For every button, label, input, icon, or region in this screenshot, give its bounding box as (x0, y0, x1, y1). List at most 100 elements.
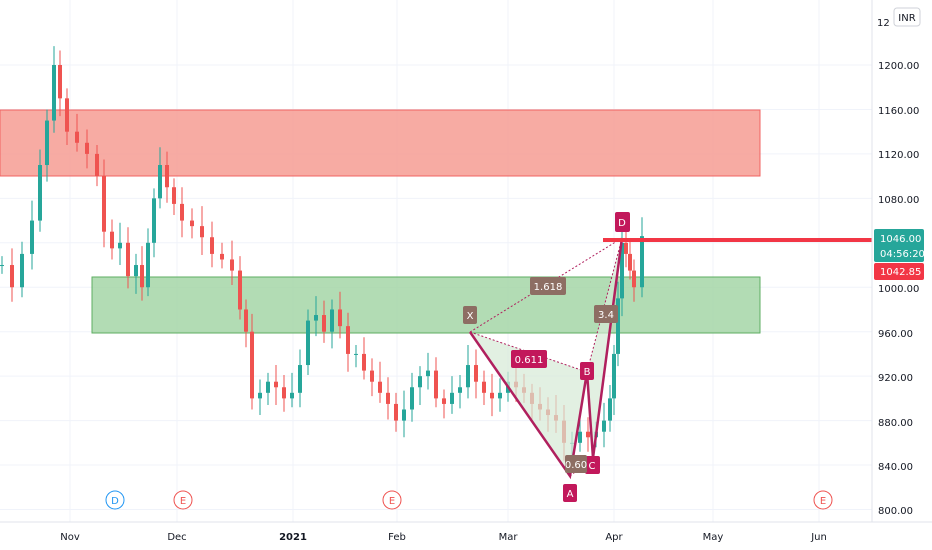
candle-body (65, 98, 69, 132)
candle-body (314, 315, 318, 321)
candle-body (330, 309, 334, 332)
price-label-880: 880.00 (878, 418, 913, 429)
pattern-xab-triangle (470, 332, 587, 476)
candle-body (612, 353, 616, 399)
time-label-apr: Apr (605, 532, 623, 543)
candle-body (110, 231, 114, 249)
candle-body (338, 309, 342, 327)
candle-body (322, 315, 326, 332)
ratio-xd-label: 1.618 (530, 277, 566, 295)
price-label-920: 920.00 (878, 373, 913, 384)
candle-body (586, 431, 590, 438)
candle-body (298, 365, 302, 393)
candle-body (450, 392, 454, 404)
point-d-label: D (615, 212, 630, 232)
svg-text:INR: INR (898, 13, 915, 24)
time-axis[interactable]: Nov Dec 2021 Feb Mar Apr May Jun (0, 521, 932, 543)
candle-body (410, 387, 414, 410)
grid-lines (0, 0, 872, 522)
candle-body (402, 409, 406, 421)
price-label-840: 840.00 (878, 462, 913, 473)
ratio-bd-label: 3.4 (594, 305, 618, 323)
candle-body (52, 65, 56, 121)
price-label-960: 960.00 (878, 329, 913, 340)
candle-body (498, 392, 502, 399)
candle-body (578, 431, 582, 443)
currency-badge[interactable]: INR (893, 7, 921, 27)
svg-text:E: E (820, 496, 826, 507)
candle-body (58, 65, 62, 99)
candle-body (632, 270, 636, 288)
svg-text:3.4: 3.4 (598, 310, 614, 321)
time-label-feb: Feb (388, 532, 406, 543)
candle-body (126, 242, 130, 277)
candle-body (30, 220, 34, 254)
ratio-ac-label: 0.60 (565, 455, 587, 473)
svg-text:D: D (111, 496, 119, 507)
demand-zone[interactable] (91, 276, 761, 334)
candle-body (210, 237, 214, 254)
candle-body (85, 142, 89, 154)
candle-body (362, 353, 366, 371)
price-axis[interactable]: 12 INR 1200.00 1160.00 1120.00 1080.00 1… (871, 0, 932, 550)
prev-close-tag: 1042.85 (874, 263, 924, 280)
candle-body (354, 353, 358, 355)
event-marker-earnings-2[interactable]: E (382, 490, 402, 510)
svg-text:E: E (180, 496, 186, 507)
event-marker-earnings-3[interactable]: E (813, 490, 833, 510)
candle-body (346, 326, 350, 354)
time-label-nov: Nov (60, 532, 80, 543)
svg-text:A: A (567, 489, 574, 500)
point-b-label: B (580, 362, 594, 380)
candle-body (220, 253, 224, 260)
candle-body (482, 381, 486, 393)
svg-text:04:56:20: 04:56:20 (880, 249, 925, 260)
svg-text:0.611: 0.611 (515, 355, 544, 366)
candle-body (250, 331, 254, 399)
candle-body (230, 259, 234, 271)
point-x-label: X (463, 306, 477, 324)
candle-body (370, 370, 374, 382)
candle-body (20, 253, 24, 288)
candle-body (442, 398, 446, 404)
svg-text:B: B (584, 367, 591, 378)
candle-body (244, 309, 248, 332)
candle-body (0, 265, 4, 267)
candle-body (624, 242, 628, 254)
event-marker-dividend[interactable]: D (105, 490, 125, 510)
candle-body (165, 165, 169, 188)
candle-body (602, 420, 606, 432)
svg-text:C: C (589, 461, 596, 472)
candle-body (378, 381, 382, 393)
candle-body (95, 153, 99, 177)
price-label-1160: 1160.00 (878, 106, 919, 117)
candle-body (394, 403, 398, 421)
price-label-800: 800.00 (878, 506, 913, 517)
candle-body (152, 198, 156, 243)
candle-body (200, 226, 204, 238)
harmonic-pattern[interactable]: X A B C D 1.618 0.611 3.4 (463, 212, 630, 502)
supply-zone[interactable] (0, 109, 761, 177)
candle-body (140, 265, 144, 288)
candle-body (266, 381, 270, 393)
svg-text:D: D (618, 218, 626, 229)
candle-body (426, 370, 430, 377)
candle-body (282, 387, 286, 399)
svg-text:1042.85: 1042.85 (880, 267, 921, 278)
candle-body (466, 365, 470, 388)
candle-body (190, 220, 194, 227)
price-label-1200: 1200.00 (878, 61, 919, 72)
candle-body (10, 265, 14, 288)
time-label-dec: Dec (167, 532, 186, 543)
svg-text:X: X (467, 311, 474, 322)
candle-body (45, 120, 49, 166)
point-c-label: C (585, 456, 600, 474)
candle-body (258, 392, 262, 399)
event-marker-earnings-1[interactable]: E (173, 490, 193, 510)
time-label-mar: Mar (499, 532, 519, 543)
price-axis-top-partial: 12 (877, 18, 890, 29)
svg-text:1.618: 1.618 (534, 282, 563, 293)
price-label-1000: 1000.00 (878, 284, 919, 295)
candles (0, 46, 644, 461)
